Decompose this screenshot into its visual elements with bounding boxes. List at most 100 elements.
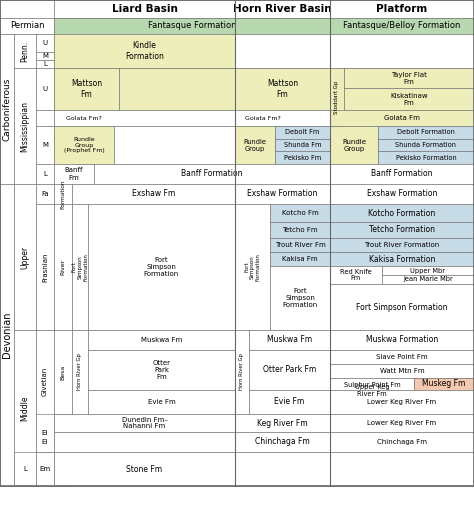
Bar	[36, 204, 54, 330]
Text: Taylor Flat
Fm: Taylor Flat Fm	[391, 72, 427, 85]
Text: Kakisa Formation: Kakisa Formation	[369, 254, 435, 264]
Text: Dunedin Fm–
Nahanni Fm: Dunedin Fm– Nahanni Fm	[121, 417, 167, 430]
Bar	[72, 204, 88, 330]
Text: M: M	[42, 142, 48, 148]
Text: Kiskatinaw
Fm: Kiskatinaw Fm	[390, 92, 428, 105]
Bar	[330, 18, 474, 34]
Text: L: L	[23, 466, 27, 472]
Bar	[330, 184, 474, 204]
Text: Upper Keg
River Fm: Upper Keg River Fm	[355, 385, 389, 398]
Text: Evie Fm: Evie Fm	[147, 399, 175, 405]
Text: Upper Mbr: Upper Mbr	[410, 267, 446, 274]
Bar	[330, 390, 414, 392]
Bar	[344, 88, 474, 110]
Bar	[330, 364, 474, 378]
Text: Stoddart Gp: Stoddart Gp	[335, 80, 339, 114]
Bar	[414, 378, 474, 390]
Text: Kakisa Fm: Kakisa Fm	[282, 256, 318, 262]
Bar	[275, 139, 330, 152]
Text: Kotcho Formation: Kotcho Formation	[368, 209, 436, 217]
Text: Debolt Fm: Debolt Fm	[285, 129, 319, 135]
Text: Fort
Simpson
Formation: Fort Simpson Formation	[283, 288, 318, 308]
Bar	[270, 238, 330, 252]
Text: River: River	[61, 259, 65, 275]
Text: Lower Keg River Fm: Lower Keg River Fm	[367, 399, 437, 405]
Bar	[235, 184, 330, 204]
Bar	[54, 414, 72, 486]
Bar	[235, 432, 330, 452]
Text: Shunda Formation: Shunda Formation	[395, 142, 456, 148]
Text: U: U	[43, 86, 47, 92]
Bar	[0, 0, 54, 18]
Text: Lower Keg River Fm: Lower Keg River Fm	[367, 420, 437, 426]
Bar	[72, 184, 235, 204]
Text: Besa: Besa	[61, 364, 65, 379]
Text: Rundle
Group: Rundle Group	[244, 139, 266, 152]
Bar	[330, 432, 474, 452]
Bar	[54, 34, 235, 68]
Text: Fantasque/Belloy Formation: Fantasque/Belloy Formation	[343, 21, 461, 31]
Bar	[330, 330, 474, 350]
Bar	[330, 266, 382, 284]
Text: Golata Fm: Golata Fm	[384, 115, 420, 121]
Bar	[54, 126, 114, 164]
Bar	[235, 452, 330, 486]
Bar	[378, 139, 474, 152]
Text: Liard Basin: Liard Basin	[111, 4, 177, 14]
Text: Stone Fm: Stone Fm	[127, 465, 163, 473]
Text: Horn River Gp: Horn River Gp	[239, 353, 245, 390]
Text: Pekisko Formation: Pekisko Formation	[396, 155, 456, 161]
Bar	[36, 126, 54, 164]
Bar	[14, 68, 36, 184]
Text: Keg River Fm: Keg River Fm	[257, 418, 308, 428]
Bar	[378, 152, 474, 164]
Text: Red Knife
Fm: Red Knife Fm	[340, 268, 372, 281]
Text: Mattson
Fm: Mattson Fm	[71, 79, 102, 99]
Bar	[54, 204, 72, 330]
Text: Upper: Upper	[20, 245, 29, 268]
Bar	[54, 68, 119, 110]
Bar	[0, 18, 54, 34]
Bar	[36, 52, 54, 60]
Bar	[382, 266, 474, 275]
Bar	[330, 252, 474, 266]
Text: Rundle
Group
(Prophet Fm): Rundle Group (Prophet Fm)	[64, 136, 104, 153]
Bar	[54, 432, 235, 452]
Text: Fantasque Formation: Fantasque Formation	[148, 21, 236, 31]
Text: L: L	[43, 171, 47, 177]
Bar	[330, 126, 378, 164]
Text: Trout River Fm: Trout River Fm	[274, 242, 325, 248]
Text: Formation: Formation	[61, 179, 65, 209]
Text: Exshaw Formation: Exshaw Formation	[247, 189, 318, 198]
Bar	[378, 126, 474, 139]
Bar	[54, 110, 235, 126]
Bar	[14, 34, 36, 68]
Bar	[235, 110, 330, 126]
Text: Evie Fm: Evie Fm	[274, 398, 305, 406]
Bar	[54, 0, 235, 18]
Bar	[36, 164, 54, 184]
Bar	[36, 414, 54, 452]
Bar	[270, 222, 330, 238]
Bar	[382, 275, 474, 284]
Text: Exshaw Formation: Exshaw Formation	[367, 189, 437, 198]
Bar	[249, 390, 330, 414]
Bar	[119, 68, 235, 110]
Bar	[0, 34, 14, 184]
Bar	[54, 330, 72, 414]
Text: Tetcho Formation: Tetcho Formation	[369, 225, 435, 235]
Bar	[14, 452, 36, 486]
Bar	[330, 284, 474, 330]
Text: Mattson
Fm: Mattson Fm	[267, 79, 298, 99]
Text: Fort
Simpson
Formation: Fort Simpson Formation	[144, 257, 179, 277]
Bar	[249, 350, 330, 390]
Bar	[36, 452, 54, 486]
Text: Otter
Park
Fm: Otter Park Fm	[153, 360, 171, 380]
Text: Ei: Ei	[42, 430, 48, 436]
Bar	[330, 68, 344, 126]
Bar	[330, 222, 474, 238]
Bar	[330, 110, 474, 126]
Text: Middle: Middle	[20, 395, 29, 421]
Bar	[36, 34, 54, 52]
Bar	[235, 0, 330, 18]
